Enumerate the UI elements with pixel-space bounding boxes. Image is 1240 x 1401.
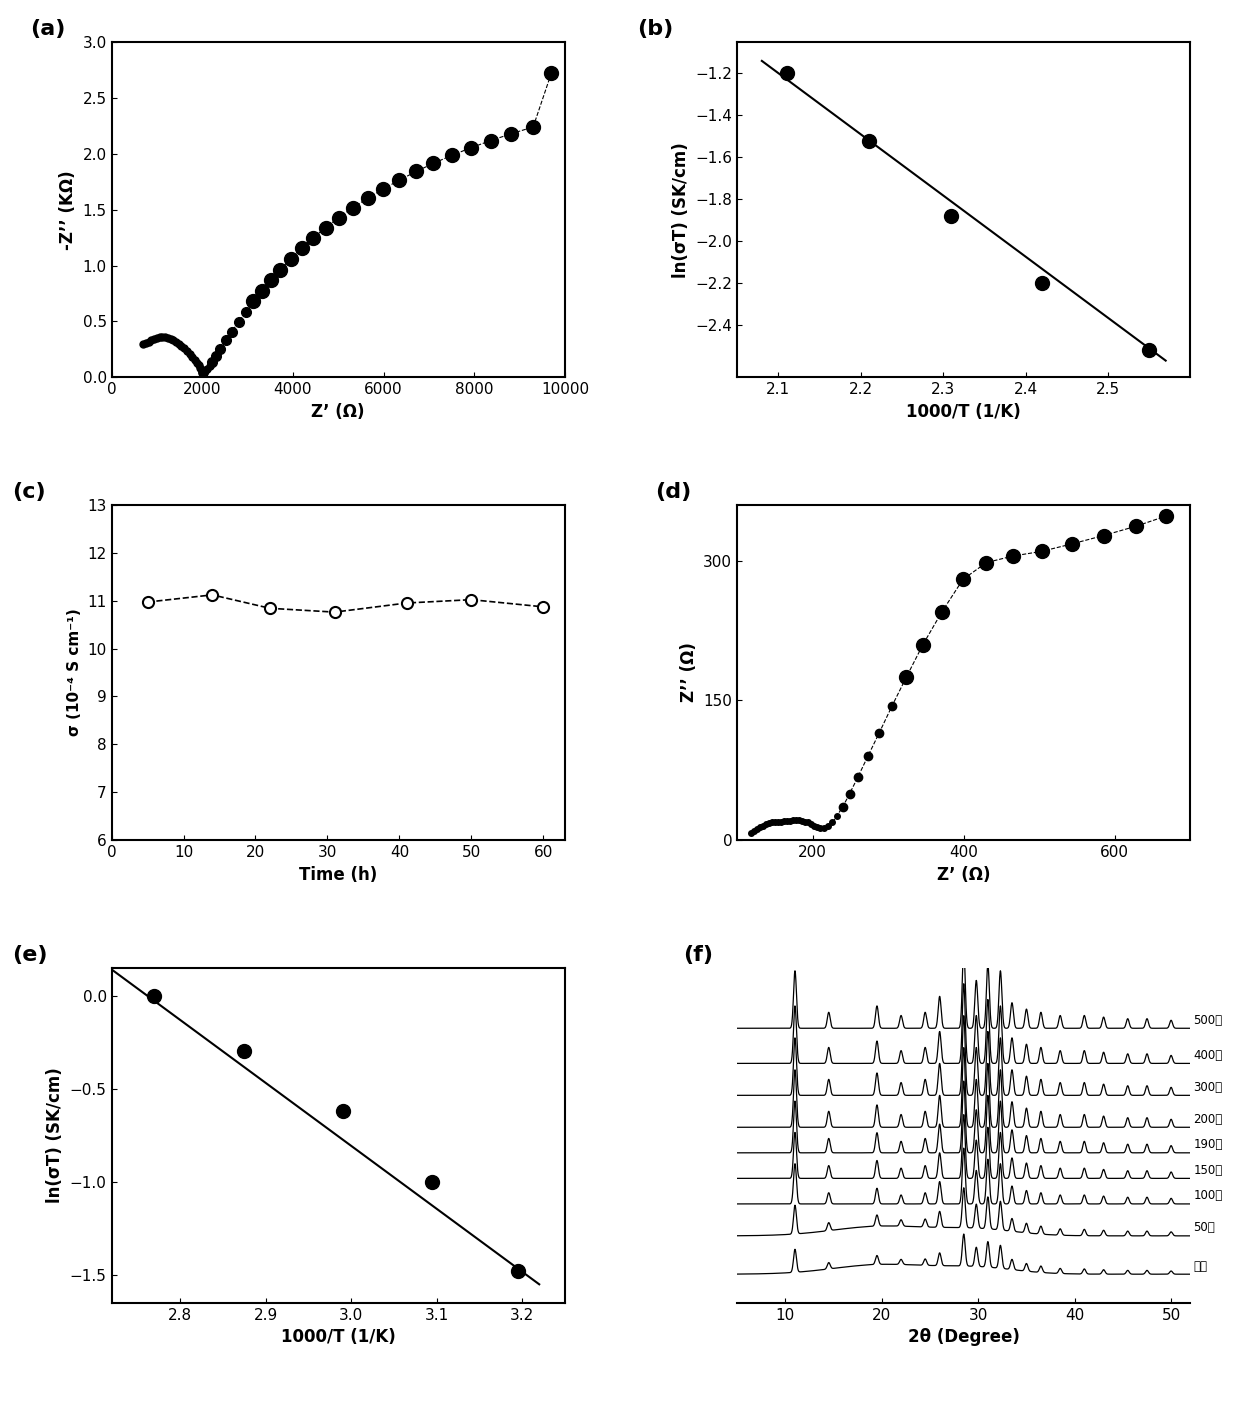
X-axis label: 1000/T (1/K): 1000/T (1/K): [281, 1328, 396, 1346]
Text: (c): (c): [12, 482, 46, 502]
Text: (a): (a): [30, 20, 66, 39]
X-axis label: Time (h): Time (h): [299, 866, 377, 884]
Text: 500度: 500度: [1193, 1014, 1223, 1027]
X-axis label: Z’ (Ω): Z’ (Ω): [311, 403, 365, 420]
Text: 50度: 50度: [1193, 1222, 1215, 1234]
Y-axis label: ln(σT) (SK/cm): ln(σT) (SK/cm): [46, 1068, 64, 1203]
Y-axis label: -Z’’ (KΩ): -Z’’ (KΩ): [60, 170, 77, 249]
Text: 150度: 150度: [1193, 1164, 1223, 1177]
Text: (d): (d): [656, 482, 692, 502]
Text: 190度: 190度: [1193, 1138, 1223, 1152]
Text: (e): (e): [12, 944, 47, 965]
X-axis label: 1000/T (1/K): 1000/T (1/K): [906, 403, 1021, 420]
Text: 100度: 100度: [1193, 1189, 1223, 1202]
Y-axis label: σ (10⁻⁴ S cm⁻¹): σ (10⁻⁴ S cm⁻¹): [67, 608, 82, 737]
X-axis label: 2θ (Degree): 2θ (Degree): [908, 1328, 1019, 1346]
Y-axis label: ln(σT) (SK/cm): ln(σT) (SK/cm): [672, 142, 689, 277]
Text: 原料: 原料: [1193, 1259, 1208, 1272]
Text: (b): (b): [637, 20, 673, 39]
Text: 200度: 200度: [1193, 1112, 1223, 1125]
Text: (f): (f): [683, 944, 713, 965]
Text: 400度: 400度: [1193, 1049, 1223, 1062]
X-axis label: Z’ (Ω): Z’ (Ω): [937, 866, 991, 884]
Text: 300度: 300度: [1193, 1080, 1223, 1094]
Y-axis label: Z’’ (Ω): Z’’ (Ω): [680, 643, 698, 702]
